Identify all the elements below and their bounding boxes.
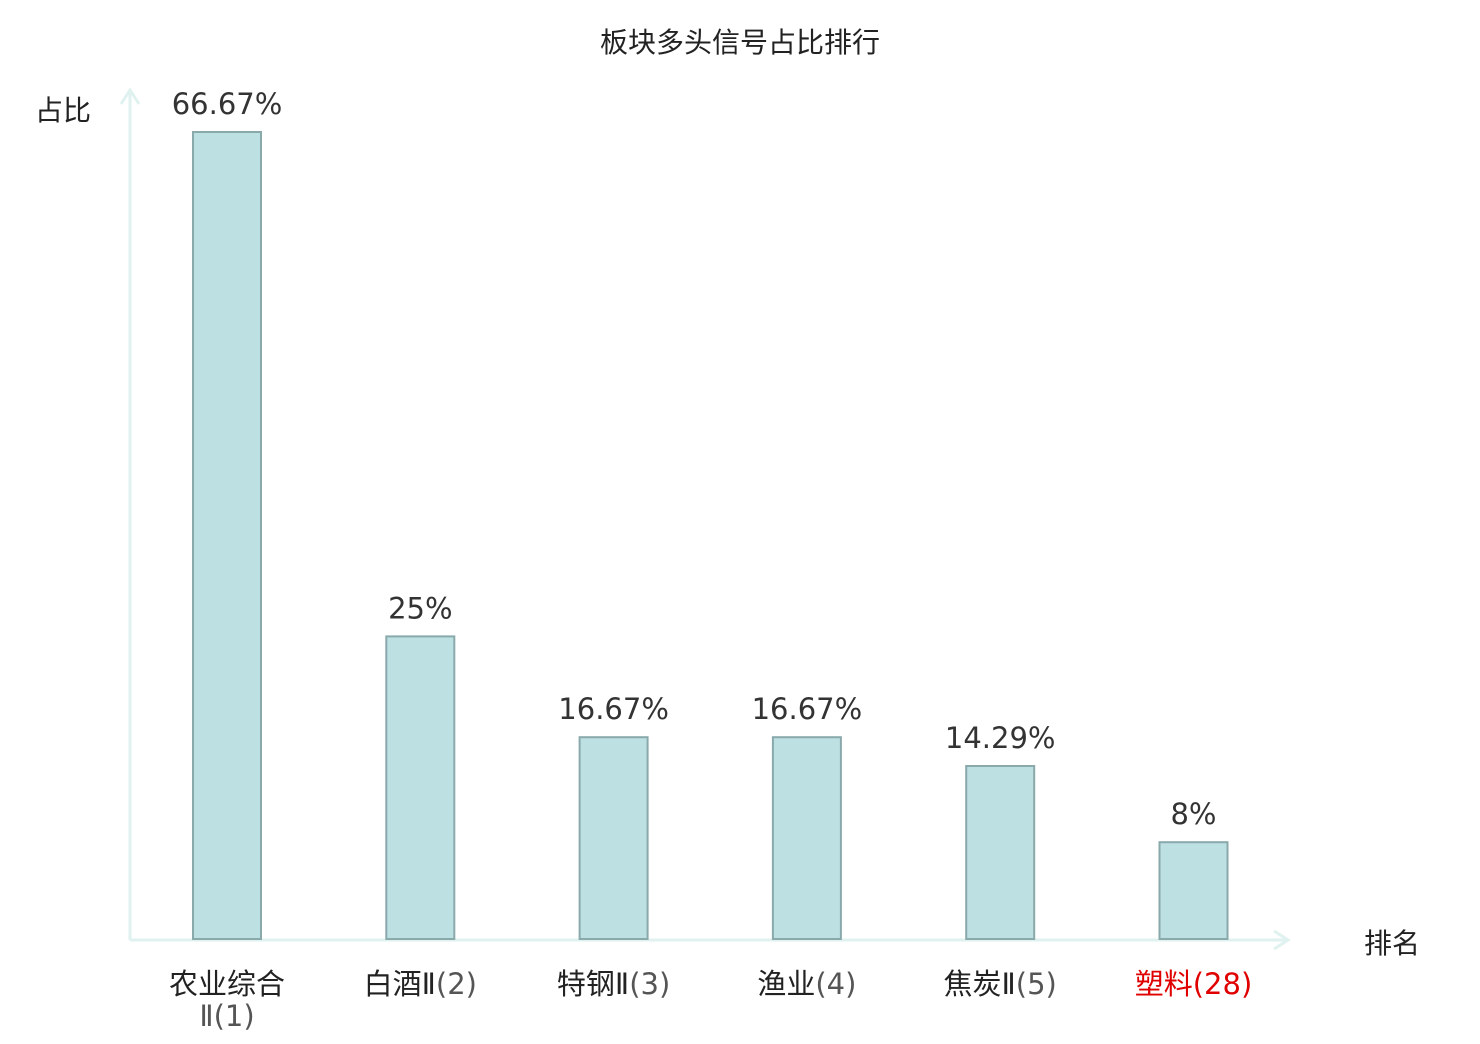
category-rank-2: (2) — [436, 967, 477, 1001]
bar-1 — [192, 131, 262, 940]
bar-2 — [385, 635, 456, 941]
y-axis-arrow — [119, 87, 141, 105]
bar-5 — [965, 765, 1036, 940]
value-label-1: 66.67% — [172, 87, 283, 121]
chart-title: 板块多头信号占比排行 — [600, 26, 880, 59]
category-label-3: 特钢Ⅱ(3) — [557, 967, 670, 1001]
category-name-5: 焦炭Ⅱ — [944, 967, 1016, 1001]
y-axis-label: 占比 — [35, 94, 91, 127]
category-rank-5: (5) — [1016, 967, 1057, 1001]
value-label-2: 25% — [388, 591, 452, 625]
value-label-3: 16.67% — [558, 692, 669, 726]
category-name-4: 渔业 — [757, 967, 815, 1001]
bar-4 — [771, 736, 842, 941]
category-rank-3: (3) — [629, 967, 670, 1001]
category-name-2: 白酒Ⅱ — [364, 967, 436, 1001]
category-rank-4: (4) — [815, 967, 856, 1001]
bar-6 — [1158, 841, 1229, 941]
category-rank-1: Ⅱ(1) — [199, 999, 254, 1033]
x-axis-label: 排名 — [1364, 927, 1420, 960]
category-label-5: 焦炭Ⅱ(5) — [944, 967, 1057, 1001]
category-label-1: 农业综合 — [169, 967, 285, 1001]
x-axis-arrow — [1273, 929, 1291, 951]
value-label-6: 8% — [1170, 797, 1216, 831]
category-rank-6: (28) — [1193, 967, 1253, 1001]
category-name-6: 塑料 — [1135, 967, 1193, 1001]
value-label-4: 16.67% — [752, 692, 863, 726]
category-label-4: 渔业(4) — [757, 967, 856, 1001]
category-name-3: 特钢Ⅱ — [557, 967, 629, 1001]
category-label-2: 白酒Ⅱ(2) — [364, 967, 477, 1001]
value-label-5: 14.29% — [945, 721, 1056, 755]
category-label-6: 塑料(28) — [1135, 967, 1253, 1001]
bar-3 — [578, 736, 649, 941]
